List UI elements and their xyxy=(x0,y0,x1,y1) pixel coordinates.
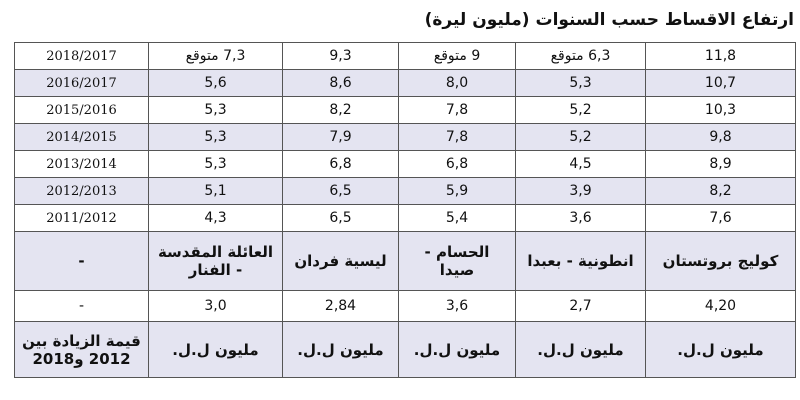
table-cell: 5,4 xyxy=(398,204,516,232)
table-cell: 5,3 xyxy=(148,96,283,124)
table-cell: 3,9 xyxy=(515,177,646,205)
table-cell: 10,7 xyxy=(645,69,796,97)
table-title: ارتفاع الاقساط حسب السنوات (مليون ليرة) xyxy=(424,10,794,30)
table-cell: مليون ل.ل. xyxy=(398,321,516,378)
table-cell: قيمة الزيادة بين 2012 و2018 xyxy=(14,321,149,378)
table-body: 11,8 6,3 متوقع 9 متوقع 9,3 7,3 متوقع 2018/201… xyxy=(14,42,796,378)
table-cell: 3,0 xyxy=(148,290,283,322)
table-cell: 7,9 xyxy=(282,123,399,151)
table-cell: 5,1 xyxy=(148,177,283,205)
table-cell: 8,9 xyxy=(645,150,796,178)
table-row: 10,7 5,3 8,0 8,6 5,6 2016/2017 xyxy=(14,69,796,97)
table-row: 7,6 3,6 5,4 6,5 4,3 2011/2012 xyxy=(14,204,796,232)
table-cell: - xyxy=(14,290,149,322)
table-cell: 5,2 xyxy=(515,123,646,151)
premium-table: 11,8 6,3 متوقع 9 متوقع 9,3 7,3 متوقع 2018/201… xyxy=(14,42,796,378)
table-cell: 6,8 xyxy=(398,150,516,178)
table-cell: 2013/2014 xyxy=(14,150,149,178)
table-cell: 3,6 xyxy=(398,290,516,322)
table-cell: 7,3 متوقع xyxy=(148,42,283,70)
table-row: 9,8 5,2 7,8 7,9 5,3 2014/2015 xyxy=(14,123,796,151)
table-cell: العائلة المقدسة - الفنار xyxy=(148,231,283,291)
table-cell: 6,5 xyxy=(282,204,399,232)
table-cell: 7,8 xyxy=(398,96,516,124)
table-row: 10,3 5,2 7,8 8,2 5,3 2015/2016 xyxy=(14,96,796,124)
table-cell: مليون ل.ل. xyxy=(282,321,399,378)
table-cell: 4,3 xyxy=(148,204,283,232)
table-cell: 5,3 xyxy=(515,69,646,97)
table-cell: 5,9 xyxy=(398,177,516,205)
table-cell: مليون ل.ل. xyxy=(148,321,283,378)
table-cell: 5,3 xyxy=(148,123,283,151)
table-cell: انطونية - بعبدا xyxy=(515,231,646,291)
table-cell: مليون ل.ل. xyxy=(515,321,646,378)
table-cell: 2015/2016 xyxy=(14,96,149,124)
table-cell: 4,20 xyxy=(645,290,796,322)
table-row: 8,9 4,5 6,8 6,8 5,3 2013/2014 xyxy=(14,150,796,178)
table-cell: 5,3 xyxy=(148,150,283,178)
table-row: كوليج بروتستان انطونية - بعبدا الحسام - صي… xyxy=(14,231,796,291)
table-cell: 8,6 xyxy=(282,69,399,97)
table-cell: 3,6 xyxy=(515,204,646,232)
table-cell: 7,6 xyxy=(645,204,796,232)
table-cell: 5,6 xyxy=(148,69,283,97)
table-cell: 9 متوقع xyxy=(398,42,516,70)
table-cell: 2016/2017 xyxy=(14,69,149,97)
table-row: 8,2 3,9 5,9 6,5 5,1 2012/2013 xyxy=(14,177,796,205)
table-cell: 8,2 xyxy=(645,177,796,205)
table-cell: ليسية فردان xyxy=(282,231,399,291)
table-cell: 10,3 xyxy=(645,96,796,124)
table-cell: 8,0 xyxy=(398,69,516,97)
table-cell: 8,2 xyxy=(282,96,399,124)
table-cell: 6,5 xyxy=(282,177,399,205)
table-cell: 9,8 xyxy=(645,123,796,151)
table-row: 4,20 2,7 3,6 2,84 3,0- xyxy=(14,290,796,322)
table-cell: الحسام - صيدا xyxy=(398,231,516,291)
table-cell: 4,5 xyxy=(515,150,646,178)
table-row: 11,8 6,3 متوقع 9 متوقع 9,3 7,3 متوقع 2018/201… xyxy=(14,42,796,70)
table-cell: 9,3 xyxy=(282,42,399,70)
table-cell: 2,84 xyxy=(282,290,399,322)
table-cell: 2,7 xyxy=(515,290,646,322)
table-cell: - xyxy=(14,231,149,291)
table-cell: 11,8 xyxy=(645,42,796,70)
table-cell: 6,3 متوقع xyxy=(515,42,646,70)
table-cell: كوليج بروتستان xyxy=(645,231,796,291)
table-cell: 7,8 xyxy=(398,123,516,151)
table-cell: 2014/2015 xyxy=(14,123,149,151)
table-cell: 5,2 xyxy=(515,96,646,124)
table-cell: 2012/2013 xyxy=(14,177,149,205)
table-cell: 2011/2012 xyxy=(14,204,149,232)
table-cell: 6,8 xyxy=(282,150,399,178)
table-row: مليون ل.ل. مليون ل.ل. مليون ل.ل. مليون ل.ل.… xyxy=(14,321,796,378)
table-cell: 2018/2017 xyxy=(14,42,149,70)
table-cell: مليون ل.ل. xyxy=(645,321,796,378)
